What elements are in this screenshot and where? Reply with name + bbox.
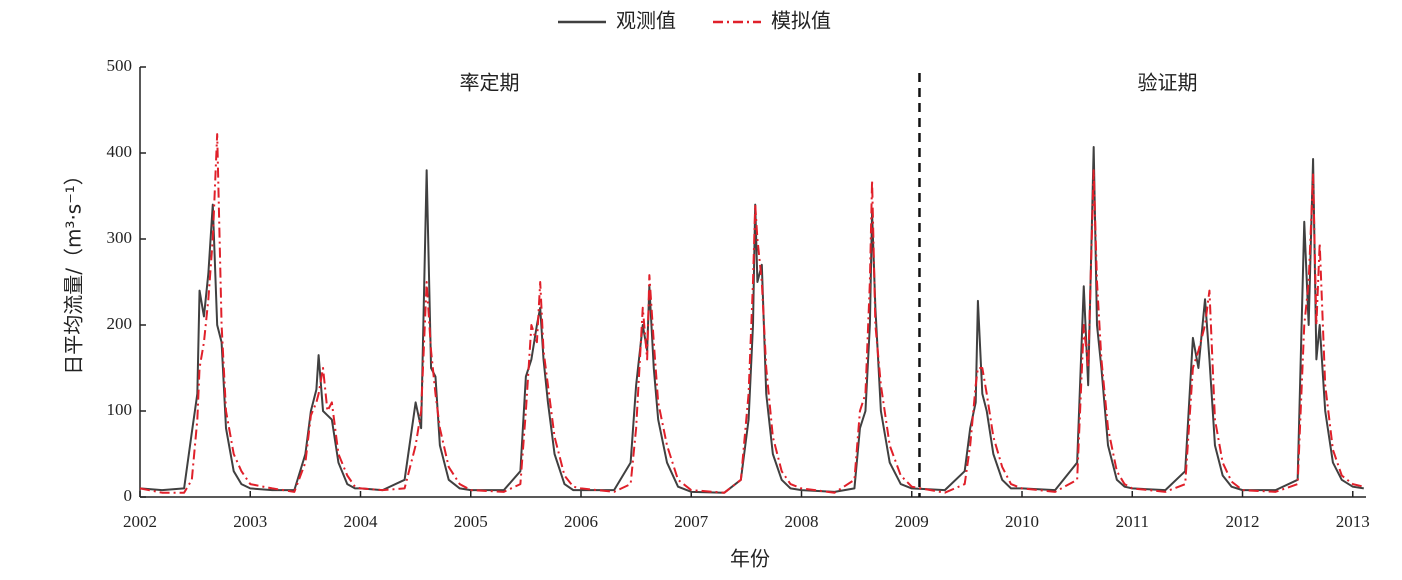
- x-tick-label: 2013: [1336, 512, 1370, 531]
- annotation: 验证期: [1138, 71, 1198, 95]
- x-tick-label: 2012: [1226, 512, 1260, 531]
- x-tick-label: 2007: [674, 512, 709, 531]
- series-line: [139, 133, 1365, 494]
- y-tick-label: 500: [107, 56, 133, 75]
- y-tick-label: 0: [124, 486, 133, 505]
- y-tick-label: 400: [107, 142, 133, 161]
- x-tick-label: 2003: [233, 512, 267, 531]
- y-tick-label: 100: [107, 400, 133, 419]
- x-tick-label: 2004: [344, 512, 379, 531]
- x-tick-label: 2009: [895, 512, 929, 531]
- annotation: 率定期: [459, 71, 519, 95]
- x-tick-label: 2008: [785, 512, 819, 531]
- x-axis-label: 年份: [730, 547, 770, 571]
- x-tick-label: 2006: [564, 512, 598, 531]
- x-tick-label: 2002: [123, 512, 157, 531]
- legend-label: 模拟值: [771, 9, 831, 33]
- legend-label: 观测值: [616, 9, 676, 33]
- series-line: [139, 145, 1364, 494]
- y-tick-label: 200: [107, 314, 133, 333]
- y-axis-label: 日平均流量/（m³·s⁻¹）: [62, 165, 86, 375]
- x-tick-label: 2005: [454, 512, 488, 531]
- x-tick-label: 2010: [1005, 512, 1039, 531]
- y-tick-label: 300: [107, 228, 133, 247]
- x-tick-label: 2011: [1116, 512, 1149, 531]
